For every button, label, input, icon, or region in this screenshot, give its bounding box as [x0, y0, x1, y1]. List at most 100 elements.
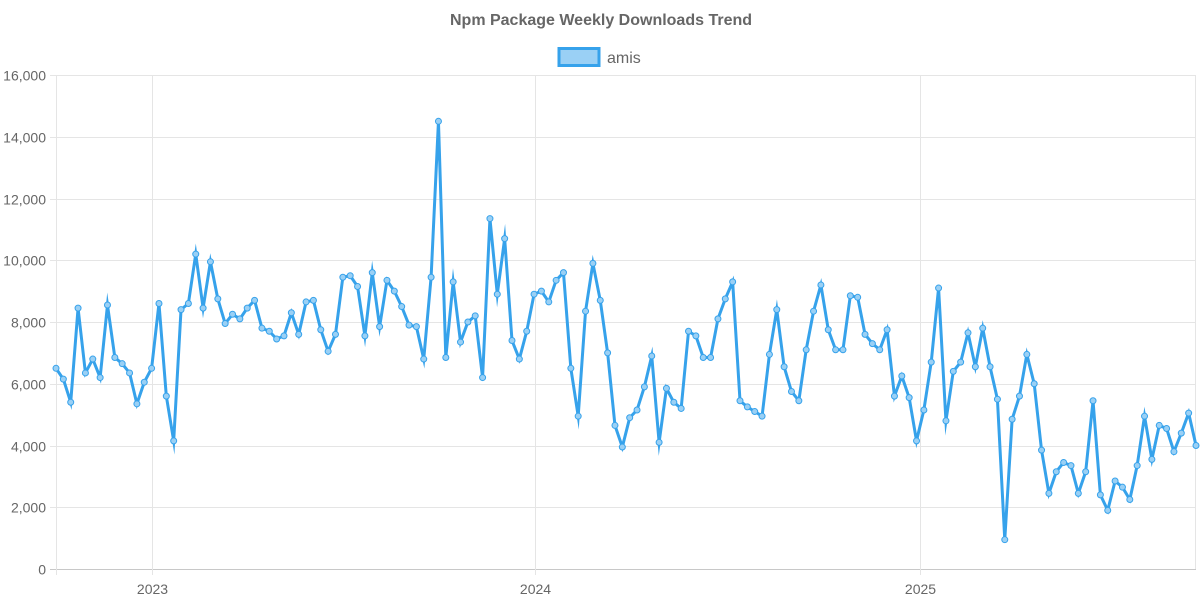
data-point[interactable] [258, 324, 266, 332]
data-point[interactable] [376, 323, 384, 331]
data-point[interactable] [1038, 446, 1046, 454]
data-point[interactable] [633, 406, 641, 414]
data-point[interactable] [508, 337, 516, 345]
data-point[interactable] [52, 364, 60, 372]
data-point[interactable] [486, 215, 494, 223]
data-point[interactable] [383, 276, 391, 284]
data-point[interactable] [942, 417, 950, 425]
data-point[interactable] [229, 310, 237, 318]
data-point[interactable] [685, 327, 693, 335]
data-point[interactable] [133, 400, 141, 408]
data-point[interactable] [898, 372, 906, 380]
data-point[interactable] [913, 437, 921, 445]
data-point[interactable] [214, 295, 222, 303]
data-point[interactable] [618, 443, 626, 451]
data-point[interactable] [824, 326, 832, 334]
data-point[interactable] [1023, 350, 1031, 358]
data-point[interactable] [662, 384, 670, 392]
data-point[interactable] [1177, 429, 1185, 437]
data-point[interactable] [111, 354, 119, 362]
data-point[interactable] [714, 315, 722, 323]
data-point[interactable] [501, 235, 509, 243]
data-point[interactable] [839, 346, 847, 354]
data-point[interactable] [339, 273, 347, 281]
data-point[interactable] [479, 374, 487, 382]
data-point[interactable] [611, 421, 619, 429]
data-point[interactable] [67, 398, 75, 406]
data-point[interactable] [265, 327, 273, 335]
data-point[interactable] [530, 290, 538, 298]
data-point[interactable] [96, 374, 104, 382]
data-point[interactable] [464, 318, 472, 326]
data-point[interactable] [971, 363, 979, 371]
data-point[interactable] [861, 330, 869, 338]
data-point[interactable] [1008, 415, 1016, 423]
data-point[interactable] [361, 332, 369, 340]
data-point[interactable] [324, 347, 332, 355]
data-point[interactable] [1148, 455, 1156, 463]
data-point[interactable] [59, 375, 67, 383]
data-point[interactable] [640, 383, 648, 391]
data-point[interactable] [854, 293, 862, 301]
data-point[interactable] [346, 272, 354, 280]
data-point[interactable] [523, 327, 531, 335]
data-point[interactable] [1104, 506, 1112, 514]
data-point[interactable] [1060, 458, 1068, 466]
data-point[interactable] [390, 287, 398, 295]
data-point[interactable] [949, 367, 957, 375]
data-point[interactable] [1067, 462, 1075, 470]
data-point[interactable] [427, 273, 435, 281]
data-point[interactable] [876, 346, 884, 354]
data-point[interactable] [537, 287, 545, 295]
data-point[interactable] [927, 358, 935, 366]
data-point[interactable] [398, 303, 406, 311]
data-point[interactable] [1141, 412, 1149, 420]
data-point[interactable] [677, 404, 685, 412]
data-point[interactable] [162, 392, 170, 400]
data-point[interactable] [699, 354, 707, 362]
data-point[interactable] [1126, 496, 1134, 504]
data-point[interactable] [979, 324, 987, 332]
data-point[interactable] [1089, 397, 1097, 405]
data-point[interactable] [493, 290, 501, 298]
data-point[interactable] [648, 352, 656, 360]
data-point[interactable] [552, 276, 560, 284]
data-point[interactable] [412, 323, 420, 331]
data-point[interactable] [986, 363, 994, 371]
data-point[interactable] [126, 369, 134, 377]
data-point[interactable] [707, 354, 715, 362]
data-point[interactable] [206, 258, 214, 266]
data-point[interactable] [1133, 462, 1141, 470]
data-point[interactable] [574, 412, 582, 420]
data-point[interactable] [170, 437, 178, 445]
data-point[interactable] [155, 299, 163, 307]
data-point[interactable] [1074, 489, 1082, 497]
data-point[interactable] [148, 364, 156, 372]
data-point[interactable] [567, 364, 575, 372]
data-point[interactable] [434, 117, 442, 125]
data-point[interactable] [559, 269, 567, 277]
data-point[interactable] [273, 335, 281, 343]
data-point[interactable] [1001, 536, 1009, 544]
data-point[interactable] [302, 298, 310, 306]
data-point[interactable] [596, 296, 604, 304]
data-point[interactable] [802, 346, 810, 354]
data-point[interactable] [545, 298, 553, 306]
data-point[interactable] [287, 309, 295, 317]
data-point[interactable] [221, 320, 229, 328]
data-point[interactable] [420, 355, 428, 363]
data-point[interactable] [957, 358, 965, 366]
data-point[interactable] [751, 408, 759, 416]
data-point[interactable] [692, 332, 700, 340]
data-point[interactable] [449, 278, 457, 286]
data-point[interactable] [280, 332, 288, 340]
data-point[interactable] [317, 326, 325, 334]
data-point[interactable] [1118, 483, 1126, 491]
data-point[interactable] [905, 394, 913, 402]
data-point[interactable] [765, 350, 773, 358]
data-point[interactable] [1015, 392, 1023, 400]
data-point[interactable] [1192, 442, 1200, 449]
data-point[interactable] [1163, 425, 1171, 433]
data-point[interactable] [103, 301, 111, 309]
data-point[interactable] [993, 395, 1001, 403]
